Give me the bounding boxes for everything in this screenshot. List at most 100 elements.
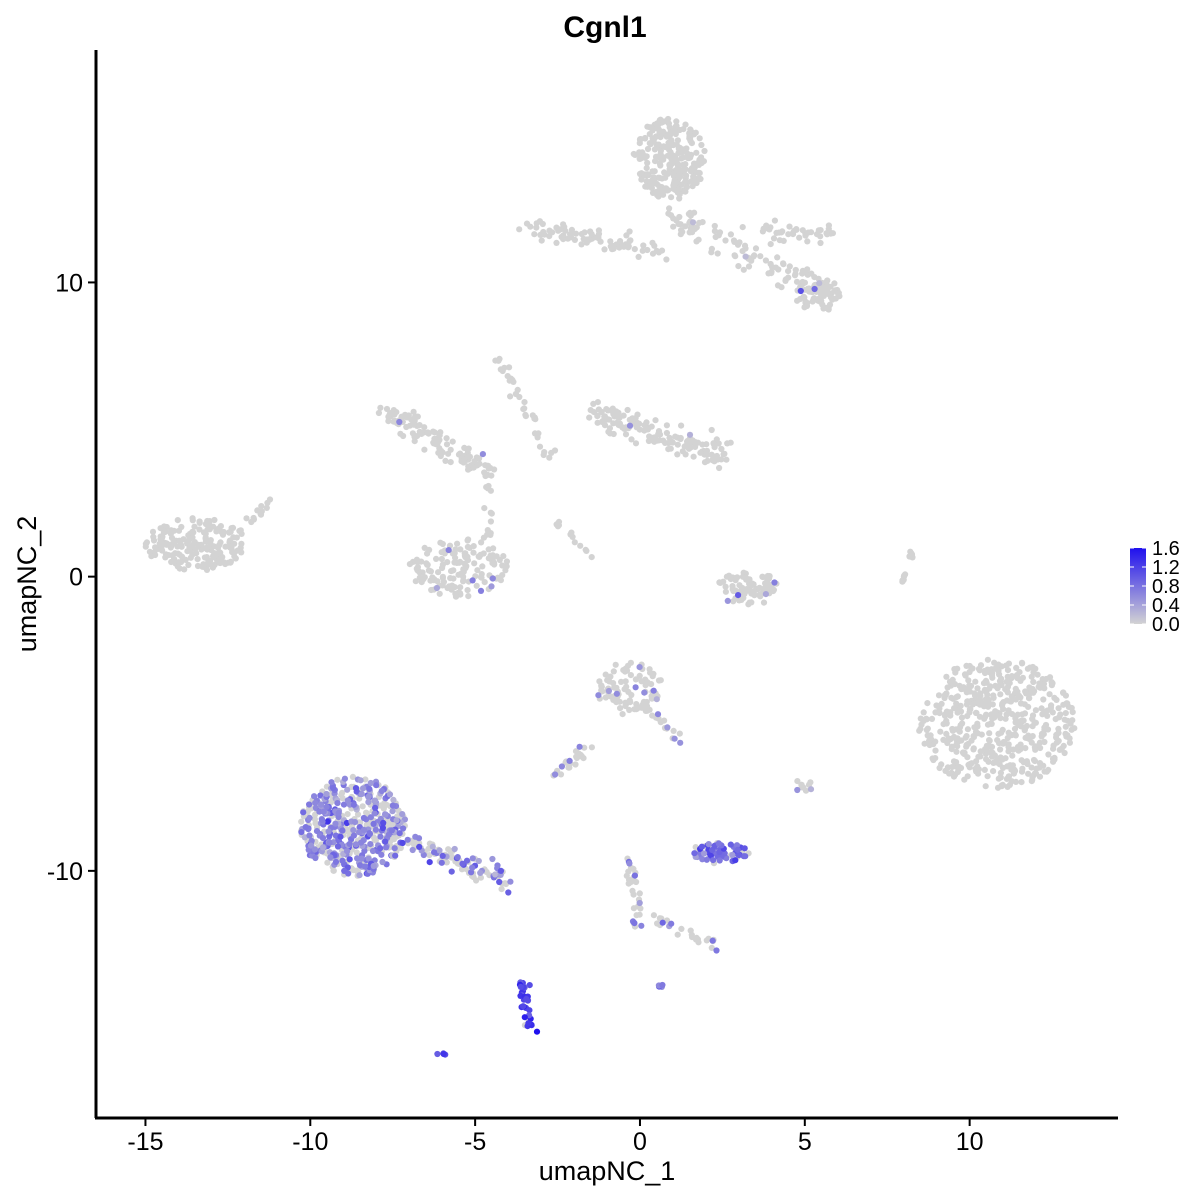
cell-point xyxy=(389,802,396,809)
cell-point xyxy=(708,426,715,434)
cell-point xyxy=(935,692,943,699)
cell-point xyxy=(722,237,729,244)
cell-point xyxy=(968,737,975,744)
cell-point xyxy=(627,659,635,666)
cell-point xyxy=(481,579,488,586)
cell-point xyxy=(660,156,667,163)
cell-point xyxy=(232,555,239,562)
cell-point xyxy=(730,237,738,244)
cell-point xyxy=(454,854,461,861)
cell-point xyxy=(516,226,523,233)
cell-point xyxy=(457,584,464,591)
cell-point xyxy=(581,744,588,751)
cell-point xyxy=(723,456,730,463)
cell-point xyxy=(626,422,634,429)
cell-point xyxy=(920,709,927,716)
cell-point xyxy=(623,232,630,239)
cell-point xyxy=(1045,766,1052,774)
cell-point xyxy=(961,776,968,783)
cell-point xyxy=(995,661,1002,668)
cell-point xyxy=(332,820,339,827)
cell-point xyxy=(349,773,356,781)
cell-point xyxy=(202,530,209,538)
cell-point xyxy=(648,681,655,688)
cell-point xyxy=(479,563,486,570)
cell-point xyxy=(963,701,971,708)
cell-point xyxy=(503,563,510,570)
cell-point xyxy=(701,459,709,466)
cell-point xyxy=(740,266,747,273)
cell-point xyxy=(957,722,964,729)
cell-point xyxy=(313,828,321,835)
cell-point xyxy=(1009,752,1016,759)
cell-point xyxy=(631,920,638,927)
cell-point xyxy=(635,253,642,260)
cell-point xyxy=(1032,707,1039,714)
cell-point xyxy=(149,528,157,535)
cell-point xyxy=(700,158,708,165)
y-tick-label: -10 xyxy=(47,858,83,886)
cell-point xyxy=(1005,748,1012,755)
cell-point xyxy=(357,777,364,784)
cell-point xyxy=(243,515,250,522)
cell-point xyxy=(649,239,656,246)
cell-point xyxy=(643,165,650,172)
cell-point xyxy=(644,246,651,254)
cell-point xyxy=(981,766,988,774)
cell-point xyxy=(686,431,694,438)
cell-point xyxy=(400,825,407,832)
cell-point xyxy=(741,845,748,852)
cell-point xyxy=(1036,760,1044,767)
cell-point xyxy=(1012,778,1020,786)
cell-point xyxy=(949,727,956,734)
colorbar-tick-label: 0.0 xyxy=(1152,614,1180,636)
cell-point xyxy=(487,518,494,525)
cell-point xyxy=(367,841,374,848)
cell-point xyxy=(1042,723,1049,730)
cell-point xyxy=(716,849,723,856)
cell-point xyxy=(1000,706,1007,713)
cell-point xyxy=(1060,742,1067,750)
cell-point xyxy=(344,786,351,793)
cell-point xyxy=(741,242,749,249)
cell-point xyxy=(386,791,394,798)
cell-point xyxy=(619,424,626,431)
cell-point xyxy=(424,429,431,436)
cell-point xyxy=(258,503,265,510)
cell-point xyxy=(426,859,433,866)
cell-point xyxy=(236,527,243,535)
cell-point xyxy=(369,847,377,855)
cell-point xyxy=(377,833,384,840)
cell-point xyxy=(409,430,416,437)
cell-point xyxy=(829,230,837,237)
cell-point xyxy=(1008,673,1016,680)
cell-point xyxy=(168,534,176,542)
cell-point xyxy=(1010,746,1017,753)
cell-point xyxy=(1013,664,1020,672)
cell-point xyxy=(801,268,808,275)
cell-point xyxy=(613,419,620,427)
cell-point xyxy=(637,136,644,143)
cell-point xyxy=(595,692,602,699)
data-points xyxy=(142,115,1078,1058)
cell-point xyxy=(746,599,753,606)
cell-point xyxy=(470,549,477,556)
cell-point xyxy=(339,857,346,864)
cell-point xyxy=(1028,778,1035,785)
cell-point xyxy=(674,931,681,938)
cell-point xyxy=(334,800,341,807)
cell-point xyxy=(320,808,327,815)
cell-point xyxy=(953,759,960,766)
cell-point xyxy=(977,696,984,704)
cell-point xyxy=(308,837,315,845)
cell-point xyxy=(617,705,624,712)
cell-point xyxy=(998,783,1005,790)
cell-point xyxy=(748,257,755,264)
cell-point xyxy=(616,244,623,251)
cell-point xyxy=(396,418,403,426)
cell-point xyxy=(1040,680,1048,688)
cell-point xyxy=(568,226,576,233)
cell-point xyxy=(1007,698,1015,705)
cell-point xyxy=(498,886,505,893)
cell-point xyxy=(201,554,208,561)
